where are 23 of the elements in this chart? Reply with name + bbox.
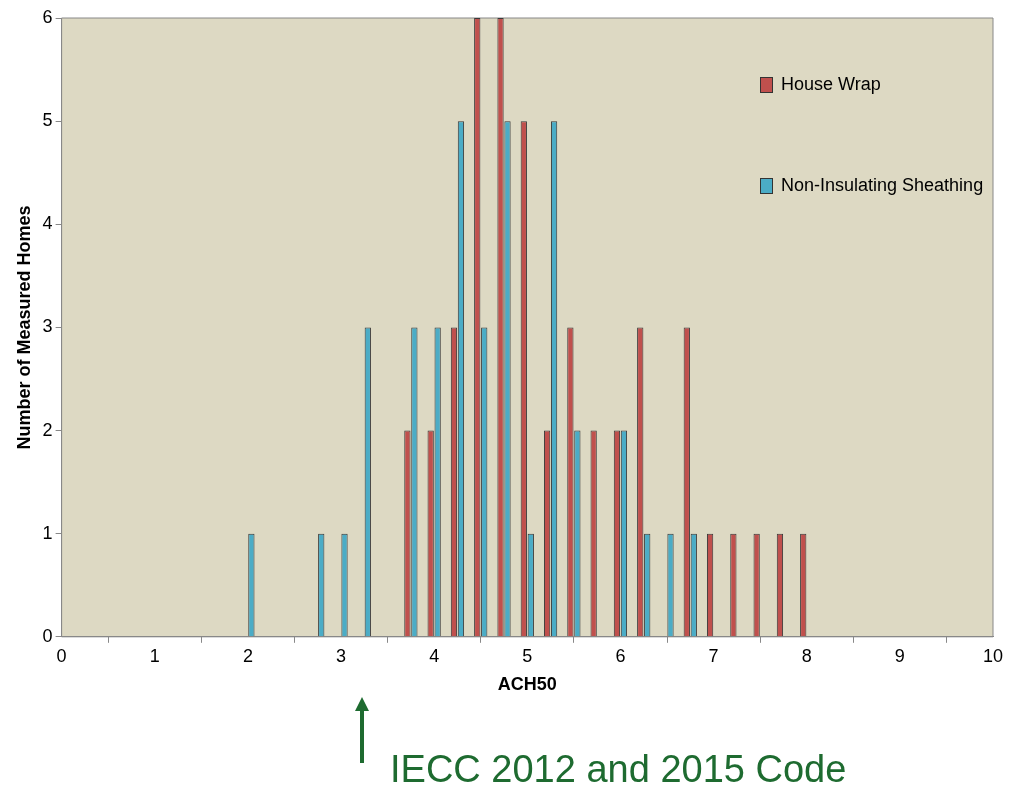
x-tick-label: 3: [336, 645, 347, 666]
y-tick-label: 1: [42, 522, 53, 543]
x-tick-label: 7: [708, 645, 719, 666]
x-tick-label: 5: [522, 645, 533, 666]
x-tick-label: 6: [615, 645, 626, 666]
x-axis-title: ACH50: [497, 674, 557, 695]
y-tick-label: 4: [42, 213, 53, 234]
x-tick-label: 1: [149, 645, 160, 666]
y-tick-label: 0: [42, 625, 53, 646]
x-tick-label: 0: [56, 645, 67, 666]
x-tick-label: 8: [801, 645, 812, 666]
legend-label: Non-Insulating Sheathing: [781, 175, 984, 196]
y-tick-label: 6: [42, 6, 53, 27]
y-tick-label: 5: [42, 110, 53, 131]
y-axis-title: Number of Measured Homes: [13, 205, 34, 450]
x-tick-label: 10: [982, 645, 1004, 666]
legend-label: House Wrap: [781, 74, 881, 95]
x-tick-label: 4: [429, 645, 440, 666]
x-tick-label: 2: [242, 645, 253, 666]
x-tick-label: 9: [894, 645, 905, 666]
text: IECC 2012 and 2015 Code: [390, 748, 847, 791]
y-tick-label: 2: [42, 419, 53, 440]
y-tick-label: 3: [42, 316, 53, 337]
